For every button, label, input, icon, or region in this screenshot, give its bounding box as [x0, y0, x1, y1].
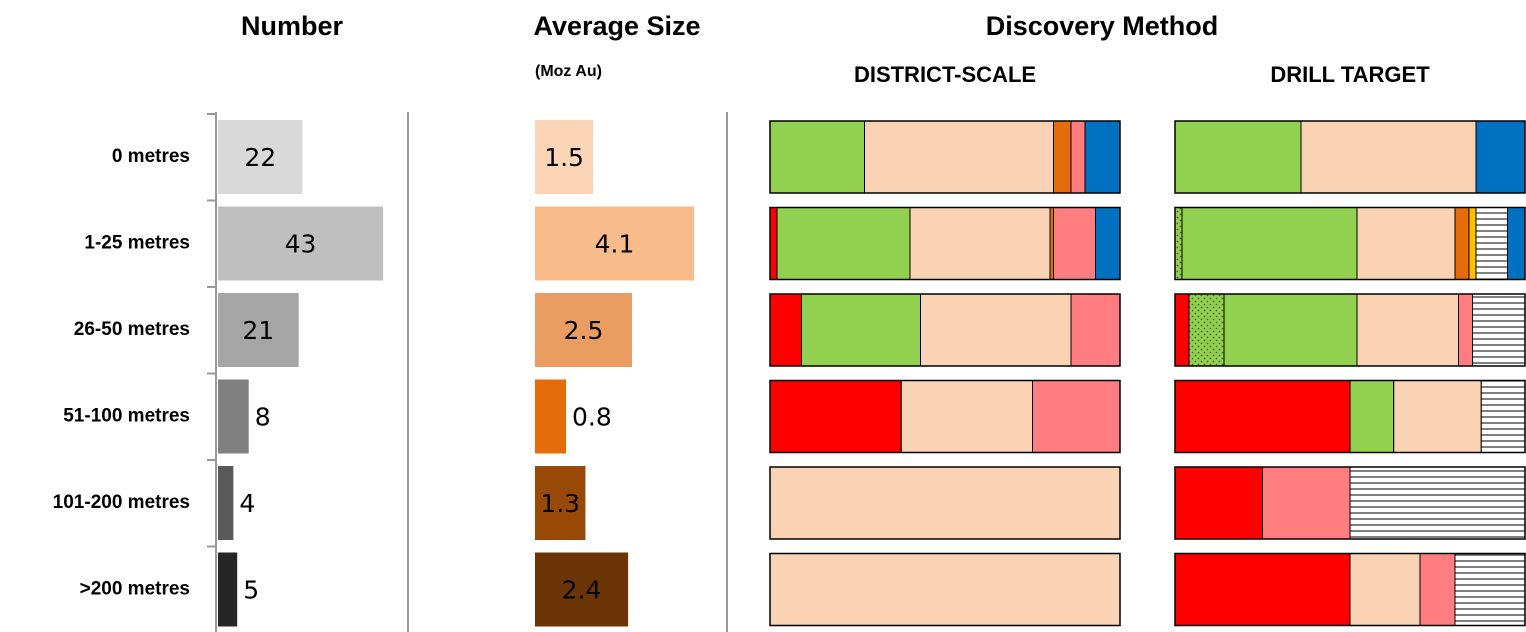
bar-segment: [769, 553, 1121, 626]
bar-segment: [1049, 207, 1054, 280]
value-label: 8: [255, 403, 271, 432]
bar-outline: [769, 466, 1121, 540]
bar-outline: [1174, 206, 1526, 281]
bar: [218, 379, 249, 454]
bar-segment: [1174, 553, 1351, 626]
value-label: 1.3: [540, 489, 580, 518]
bar-outline: [1174, 466, 1526, 540]
bar-outline: [1174, 293, 1526, 367]
bar-segment: [1181, 207, 1358, 280]
category-label: 26-50 metres: [74, 319, 190, 340]
bar-segment: [1188, 293, 1225, 367]
bar: [218, 206, 384, 281]
bar-segment: [1349, 380, 1395, 453]
bar-segment: [1349, 466, 1526, 540]
bar-segment: [1174, 466, 1263, 540]
chart-title: Discovery Method: [986, 11, 1219, 41]
bar: [218, 466, 234, 540]
chart-subtitle: (Moz Au): [535, 63, 602, 80]
bar-segment: [801, 293, 921, 367]
bar-segment: [1507, 207, 1526, 280]
bar-outline: [1174, 552, 1526, 627]
value-label: 21: [242, 316, 274, 345]
category-label: 101-200 metres: [53, 492, 190, 513]
bar-segment: [769, 207, 778, 280]
bar-segment: [1300, 120, 1477, 194]
bar-segment: [1084, 120, 1121, 194]
bar-segment: [1223, 293, 1358, 367]
bar: [535, 552, 629, 627]
bar-segment: [1393, 380, 1482, 453]
bar: [218, 552, 238, 627]
bar-segment: [1472, 293, 1526, 367]
bar: [535, 379, 567, 454]
bar-segment: [769, 293, 802, 367]
value-label: 4: [239, 489, 255, 518]
bar-segment: [1053, 207, 1096, 280]
bar-segment: [1349, 553, 1421, 626]
value-label: 4.1: [595, 230, 635, 259]
bar-segment: [1475, 120, 1526, 194]
category-label: >200 metres: [80, 579, 190, 600]
bar-segment: [1468, 207, 1477, 280]
bar-segment: [1070, 293, 1121, 367]
bar-segment: [769, 380, 902, 453]
bar-segment: [920, 293, 1072, 367]
panel-subtitle: DRILL TARGET: [1270, 62, 1430, 87]
bar-segment: [1174, 380, 1351, 453]
bar: [218, 120, 303, 194]
bar-segment: [909, 207, 1051, 280]
bar-segment: [1262, 466, 1351, 540]
category-label: 1-25 metres: [84, 233, 190, 254]
bar-segment: [1475, 207, 1508, 280]
bar-segment: [1356, 207, 1456, 280]
bar: [535, 120, 594, 194]
bar-segment: [864, 120, 1054, 194]
bar: [535, 293, 632, 367]
value-label: 2.5: [564, 316, 604, 345]
bar: [218, 293, 299, 367]
bar-outline: [769, 379, 1121, 454]
bar-outline: [769, 120, 1121, 194]
value-label: 1.5: [544, 143, 584, 172]
bar-segment: [900, 380, 1033, 453]
value-label: 5: [243, 576, 259, 605]
bar-segment: [1032, 380, 1121, 453]
bar-segment: [1356, 293, 1459, 367]
bar-outline: [769, 552, 1121, 627]
chart-title: Average Size: [533, 11, 700, 41]
category-label: 0 metres: [112, 146, 190, 167]
bar-outline: [1174, 379, 1526, 454]
bar-outline: [769, 293, 1121, 367]
value-label: 22: [244, 143, 276, 172]
bar-outline: [769, 206, 1121, 281]
bar-segment: [1095, 207, 1121, 280]
bar: [535, 466, 586, 540]
category-label: 51-100 metres: [63, 406, 190, 427]
bar-segment: [1053, 120, 1072, 194]
bar-segment: [1480, 380, 1526, 453]
value-label: 0.8: [572, 403, 612, 432]
bar-segment: [1454, 553, 1526, 626]
bar-segment: [1174, 207, 1183, 280]
bar-segment: [1174, 293, 1190, 367]
panel-subtitle: DISTRICT-SCALE: [854, 62, 1036, 87]
bar-segment: [769, 466, 1121, 540]
bar-segment: [1454, 207, 1470, 280]
bar-segment: [769, 120, 865, 194]
bar-segment: [776, 207, 911, 280]
bar-segment: [1174, 120, 1302, 194]
value-label: 43: [285, 230, 317, 259]
chart-title: Number: [241, 11, 344, 41]
bar: [535, 206, 695, 281]
bar-outline: [1174, 120, 1526, 194]
bar-segment: [1070, 120, 1086, 194]
bar-segment: [1458, 293, 1473, 367]
bar-segment: [1419, 553, 1456, 626]
value-label: 2.4: [562, 576, 602, 605]
